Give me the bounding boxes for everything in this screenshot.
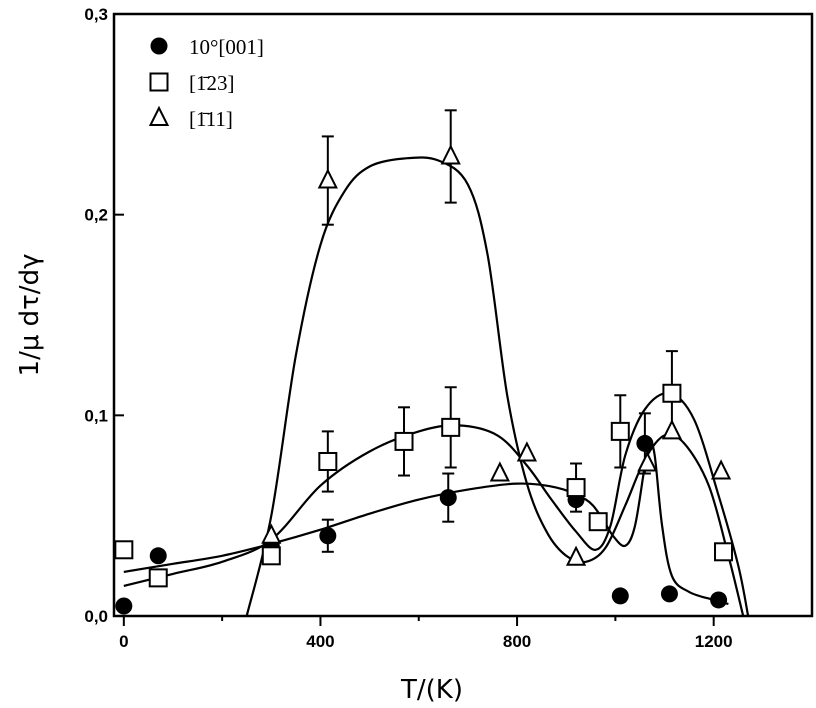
data-point-series-3	[710, 459, 732, 480]
data-point-series-1	[636, 434, 654, 452]
y-tick-label: 0,0	[84, 607, 108, 626]
data-point-series-1	[149, 547, 167, 565]
data-point-series-2	[318, 451, 338, 471]
data-point-series-1	[319, 527, 337, 545]
legend: 10°[001] [1̄23] [1̄11]	[148, 35, 264, 131]
data-point-series-3	[261, 523, 282, 544]
data-point-series-2	[261, 546, 281, 566]
data-point-series-3	[637, 451, 658, 472]
data-point-series-2	[441, 417, 461, 437]
y-axis-title: 1/μ dτ/dγ	[15, 254, 45, 377]
x-tick-label: 400	[306, 632, 334, 651]
data-point-series-1	[611, 587, 629, 605]
legend-marker-1	[150, 37, 168, 55]
x-tick-label: 0	[119, 632, 128, 651]
legend-marker-3	[148, 105, 170, 126]
data-markers	[114, 144, 734, 615]
data-point-series-1	[660, 585, 678, 603]
legend-label-2: [1̄23]	[189, 71, 235, 95]
fit-curves	[123, 156, 750, 617]
data-point-series-3	[565, 545, 587, 566]
data-point-series-1	[710, 591, 728, 609]
legend-label-3: [1̄11]	[189, 107, 233, 131]
legend-marker-2	[149, 72, 169, 92]
data-point-series-2	[394, 431, 414, 451]
axis-ticks: 0 400 800 1200 0,0 0,1 0,2 0,3	[84, 5, 732, 651]
y-tick-label: 0,2	[84, 206, 108, 225]
data-point-series-3	[661, 419, 683, 440]
data-point-series-2	[114, 540, 134, 560]
data-point-series-3	[489, 461, 510, 482]
plot-frame	[112, 12, 814, 618]
data-point-series-2	[588, 512, 608, 532]
data-point-series-2	[566, 478, 586, 498]
x-tick-label: 1200	[695, 632, 733, 651]
fit-curve-series-2	[123, 391, 750, 617]
fit-curve-series-1	[123, 441, 729, 606]
data-point-series-1	[115, 597, 133, 615]
data-point-series-2	[662, 383, 682, 403]
y-tick-label: 0,1	[84, 406, 108, 425]
data-point-series-3	[440, 144, 461, 165]
data-point-series-3	[516, 441, 538, 462]
data-point-series-2	[148, 568, 168, 588]
data-point-series-3	[317, 168, 338, 189]
x-axis-title: T/(K)	[400, 675, 463, 705]
legend-label-1: 10°[001]	[189, 35, 264, 59]
data-point-series-2	[610, 421, 630, 441]
y-tick-label: 0,3	[84, 5, 108, 24]
data-point-series-1	[439, 489, 457, 507]
x-tick-label: 800	[503, 632, 531, 651]
data-point-series-2	[714, 542, 734, 562]
